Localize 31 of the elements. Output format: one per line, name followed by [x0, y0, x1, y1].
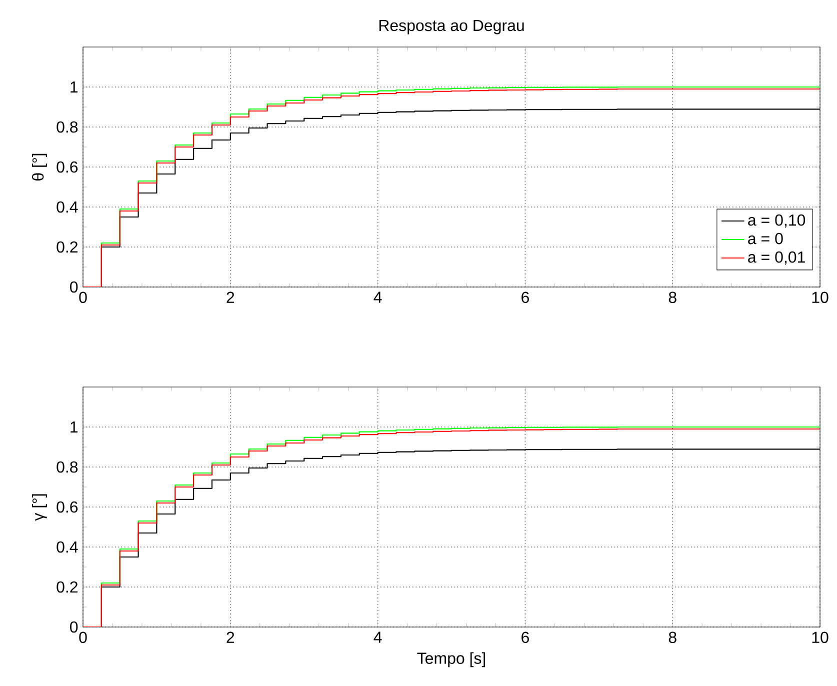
- y-axis-title: γ [°]: [32, 494, 47, 521]
- y-tick-label: 0: [70, 281, 78, 293]
- x-tick-label: 8: [668, 632, 676, 644]
- x-tick-label: 0: [79, 632, 87, 644]
- x-tick-label: 10: [812, 632, 828, 644]
- y-tick-label: 1: [70, 82, 78, 92]
- y-tick-label: 0.4: [56, 541, 78, 553]
- y-tick-label: 0.8: [56, 461, 78, 473]
- y-tick-label: 0.6: [56, 161, 78, 173]
- x-tick-label: 4: [374, 292, 382, 303]
- x-tick-label: 2: [226, 632, 234, 643]
- x-tick-label: 2: [226, 292, 234, 303]
- y-axis-title: θ [°]: [32, 154, 47, 180]
- y-tick-label: 0.2: [56, 241, 78, 253]
- legend-label: a = 0: [748, 232, 783, 244]
- y-tick-label: 0.4: [56, 201, 78, 213]
- y-tick-label: 0.8: [56, 121, 78, 133]
- x-tick-label: 10: [812, 292, 828, 304]
- y-tick-label: 0.2: [56, 581, 78, 593]
- legend-label: a = 0,01: [748, 251, 805, 265]
- x-tick-label: 0: [79, 292, 87, 304]
- y-tick-label: 0.6: [56, 501, 78, 513]
- chart-title: Resposta ao Degrau: [379, 20, 524, 34]
- y-tick-label: 0: [70, 621, 78, 633]
- x-tick-label: 6: [522, 292, 529, 304]
- y-tick-label: 1: [70, 422, 78, 432]
- x-axis-title: Tempo [s]: [417, 652, 486, 668]
- legend-label: a = 0,10: [748, 214, 806, 228]
- x-tick-label: 6: [522, 632, 529, 644]
- x-tick-label: 8: [668, 292, 676, 304]
- x-tick-label: 4: [374, 632, 382, 643]
